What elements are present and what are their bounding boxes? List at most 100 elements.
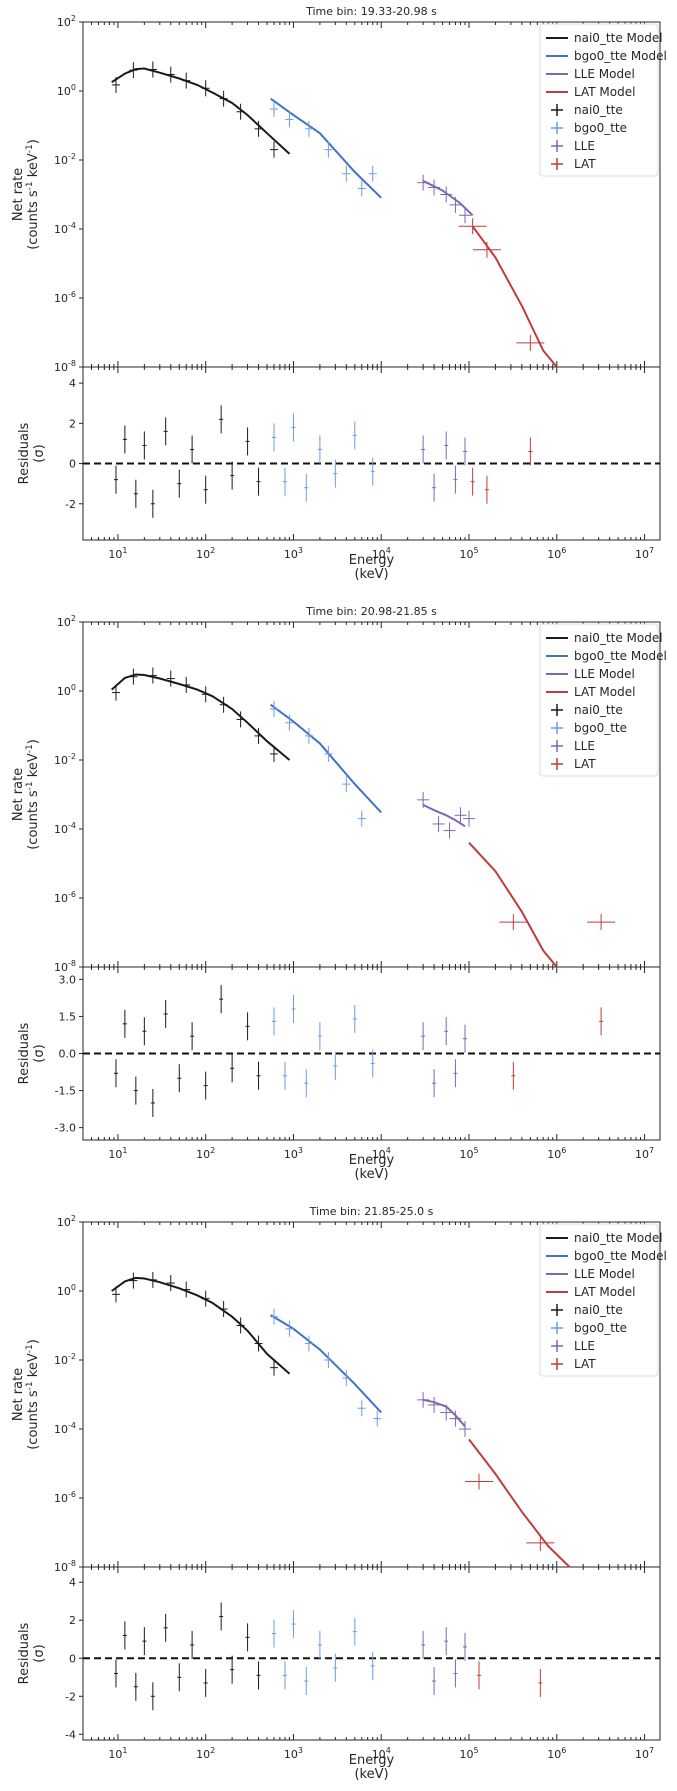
x-tick-label: 102: [196, 1146, 215, 1161]
residual-y-tick-label: 2: [69, 1614, 76, 1627]
legend-label: LAT Model: [574, 85, 635, 99]
x-tick-label: 105: [459, 1146, 478, 1161]
chart-panel-1: Time bin: 19.33-20.98 s 101 102 103 104 105 10…: [11, 5, 667, 582]
residual-y-tick-label: 1.5: [59, 1010, 77, 1023]
residual-y-tick-label: 0.0: [59, 1048, 77, 1061]
y-label-part: ): [26, 139, 41, 144]
spectrum-y-label: Net rate: [11, 1368, 26, 1421]
legend-label: bgo0_tte: [574, 121, 627, 135]
model-line-bgo0-tte: [270, 97, 382, 199]
x-tick-label: 101: [108, 1746, 127, 1761]
x-tick-label: 102: [196, 1746, 215, 1761]
y-label-part: -1: [25, 144, 35, 153]
chart-title: Time bin: 19.33-20.98 s: [305, 5, 437, 18]
residual-y-label-units: (σ): [32, 1044, 47, 1062]
residual-y-tick-label: -2: [65, 1690, 76, 1703]
model-line-LLE: [422, 1398, 466, 1427]
legend-label: LLE: [574, 1339, 595, 1353]
y-tick-label: 10-8: [54, 1559, 76, 1574]
x-axis-label: Energy: [349, 1753, 395, 1768]
y-tick-label: 100: [57, 683, 76, 698]
legend-label: LLE: [574, 139, 595, 153]
residual-y-tick-label: 2: [69, 417, 76, 430]
legend-label: LAT: [574, 1357, 596, 1371]
y-label-part: keV: [26, 753, 41, 781]
residual-axes-frame: [82, 1566, 661, 1741]
x-axis-label: Energy: [349, 553, 395, 568]
chart-title: Time bin: 21.85-25.0 s: [309, 1205, 434, 1218]
chart-panel-3: Time bin: 21.85-25.0 s 101 102 103 104 105 106…: [11, 1205, 667, 1782]
x-tick-label: 103: [284, 546, 303, 561]
model-line-nai0-tte: [111, 67, 291, 155]
residual-y-tick-label: -4: [65, 1728, 76, 1741]
y-tick-label: 10-6: [54, 290, 76, 305]
x-tick-label: 106: [547, 546, 566, 561]
model-line-nai0-tte: [111, 1276, 291, 1375]
legend-label: nai0_tte: [574, 1303, 623, 1317]
legend-box: [539, 23, 659, 177]
legend-label: bgo0_tte: [574, 1321, 627, 1335]
y-tick-label: 10-2: [54, 152, 76, 167]
legend-label: LAT Model: [574, 685, 635, 699]
y-tick-label: 100: [57, 1283, 76, 1298]
y-tick-label: 10-4: [54, 821, 76, 836]
spectrum-y-label-units: (counts s-1 keV-1): [25, 1339, 41, 1450]
y-label-part: keV: [26, 153, 41, 181]
y-tick-label: 100: [57, 83, 76, 98]
residual-y-label-units: (σ): [32, 1644, 47, 1662]
chart-title: Time bin: 20.98-21.85 s: [305, 605, 437, 618]
model-line-LAT: [471, 225, 558, 368]
legend-label: nai0_tte: [574, 103, 623, 117]
x-axis-label-units: (keV): [354, 1167, 388, 1182]
legend-label: nai0_tte Model: [574, 631, 663, 645]
y-tick-label: 102: [57, 14, 76, 29]
y-label-part: (counts s: [26, 1390, 41, 1450]
residual-y-tick-label: 3.0: [59, 973, 77, 986]
legend-label: bgo0_tte Model: [574, 49, 667, 63]
legend: nai0_tte Model bgo0_tte Model LLE Model LAT…: [539, 623, 667, 777]
y-tick-label: 10-2: [54, 752, 76, 767]
model-line-LLE: [422, 803, 466, 828]
x-tick-label: 101: [108, 1146, 127, 1161]
model-line-nai0-tte: [111, 673, 291, 761]
y-label-part: ): [26, 1339, 41, 1344]
x-tick-label: 103: [284, 1146, 303, 1161]
x-tick-label: 107: [635, 546, 654, 561]
legend-box: [539, 623, 659, 777]
legend-label: LLE Model: [574, 1267, 635, 1281]
y-label-part: (counts s: [26, 790, 41, 850]
x-tick-label: 107: [635, 1146, 654, 1161]
x-tick-label: 106: [547, 1746, 566, 1761]
legend: nai0_tte Model bgo0_tte Model LLE Model LAT…: [539, 1223, 667, 1377]
x-tick-label: 103: [284, 1746, 303, 1761]
legend-box: [539, 1223, 659, 1377]
x-tick-label: 105: [459, 1746, 478, 1761]
spectrum-y-label: Net rate: [11, 168, 26, 221]
y-tick-label: 10-4: [54, 221, 76, 236]
y-label-part: (counts s: [26, 190, 41, 250]
x-tick-label: 102: [196, 546, 215, 561]
model-line-bgo0-tte: [270, 1314, 382, 1414]
x-tick-label: 104: [372, 1146, 391, 1161]
residual-y-label: Residuals: [17, 1022, 32, 1084]
model-line-LLE: [422, 179, 474, 217]
model-line-LAT: [468, 842, 558, 968]
legend: nai0_tte Model bgo0_tte Model LLE Model LAT…: [539, 23, 667, 177]
x-tick-label: 104: [372, 1746, 391, 1761]
residual-y-tick-label: -1.5: [55, 1085, 76, 1098]
residual-y-tick-label: 4: [69, 1576, 76, 1589]
residual-y-tick-label: 0: [69, 1652, 76, 1665]
legend-label: LAT Model: [574, 1285, 635, 1299]
x-tick-label: 107: [635, 1746, 654, 1761]
model-line-bgo0-tte: [270, 703, 382, 814]
y-label-part: -1: [25, 181, 35, 190]
y-label-part: keV: [26, 1353, 41, 1381]
y-tick-label: 10-6: [54, 890, 76, 905]
y-tick-label: 102: [57, 614, 76, 629]
y-tick-label: 10-6: [54, 1490, 76, 1505]
legend-label: LAT: [574, 757, 596, 771]
legend-label: bgo0_tte Model: [574, 649, 667, 663]
y-label-part: ): [26, 739, 41, 744]
model-line-LAT: [468, 1438, 571, 1568]
